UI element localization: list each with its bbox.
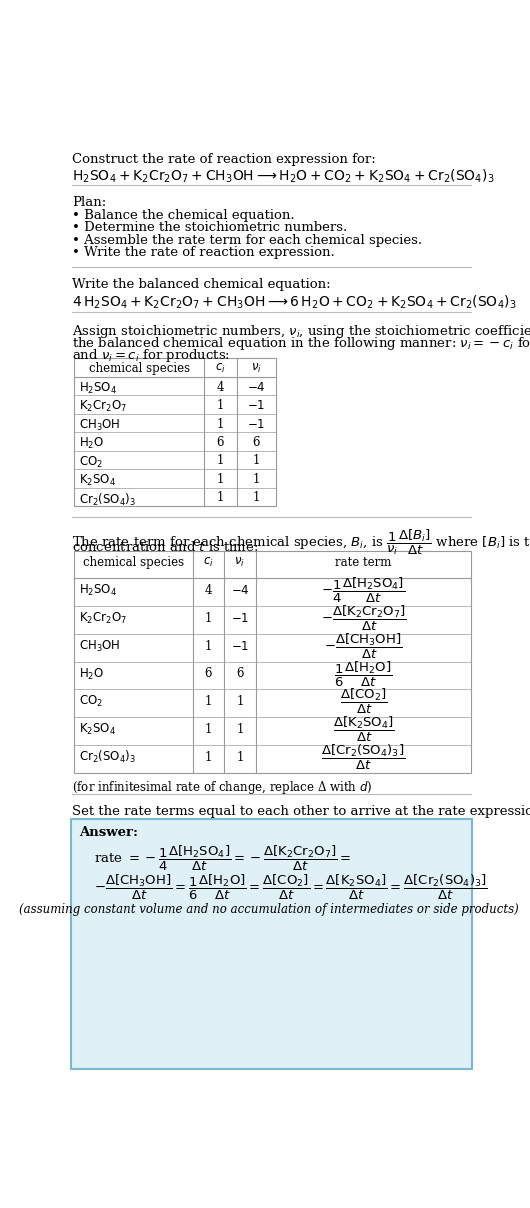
Text: chemical species: chemical species bbox=[89, 362, 190, 376]
Text: $-1$: $-1$ bbox=[247, 418, 265, 430]
Text: 1: 1 bbox=[205, 612, 212, 625]
Text: 1: 1 bbox=[236, 750, 244, 763]
Text: Answer:: Answer: bbox=[78, 826, 138, 840]
Text: • Balance the chemical equation.: • Balance the chemical equation. bbox=[73, 209, 295, 222]
Text: $\mathrm{CO_2}$: $\mathrm{CO_2}$ bbox=[78, 695, 103, 709]
Text: $\mathrm{H_2O}$: $\mathrm{H_2O}$ bbox=[78, 667, 104, 681]
Text: 6: 6 bbox=[205, 668, 212, 680]
Text: $\mathrm{4\,H_2SO_4 + K_2Cr_2O_7 + CH_3OH \longrightarrow 6\,H_2O + CO_2 + K_2SO: $\mathrm{4\,H_2SO_4 + K_2Cr_2O_7 + CH_3O… bbox=[73, 294, 517, 310]
Text: $-\dfrac{1}{4}\dfrac{\Delta[\mathrm{H_2SO_4}]}{\Delta t}$: $-\dfrac{1}{4}\dfrac{\Delta[\mathrm{H_2S… bbox=[321, 576, 405, 605]
Text: $-\dfrac{\Delta[\mathrm{CH_3OH}]}{\Delta t}$: $-\dfrac{\Delta[\mathrm{CH_3OH}]}{\Delta… bbox=[324, 632, 403, 661]
Text: $\mathrm{CH_3OH}$: $\mathrm{CH_3OH}$ bbox=[78, 418, 120, 432]
Text: 6: 6 bbox=[252, 436, 260, 449]
Text: $\dfrac{\Delta[\mathrm{CO_2}]}{\Delta t}$: $\dfrac{\Delta[\mathrm{CO_2}]}{\Delta t}… bbox=[340, 687, 387, 716]
Text: Set the rate terms equal to each other to arrive at the rate expression:: Set the rate terms equal to each other t… bbox=[73, 805, 530, 818]
Text: • Determine the stoichiometric numbers.: • Determine the stoichiometric numbers. bbox=[73, 221, 348, 234]
Text: rate $= -\dfrac{1}{4}\dfrac{\Delta[\mathrm{H_2SO_4}]}{\Delta t} = -\dfrac{\Delta: rate $= -\dfrac{1}{4}\dfrac{\Delta[\math… bbox=[94, 843, 352, 872]
Text: 6: 6 bbox=[217, 436, 224, 449]
Text: $\mathrm{H_2O}$: $\mathrm{H_2O}$ bbox=[78, 436, 104, 451]
Text: $-1$: $-1$ bbox=[231, 640, 249, 652]
Text: 1: 1 bbox=[205, 640, 212, 652]
Text: Construct the rate of reaction expression for:: Construct the rate of reaction expressio… bbox=[73, 152, 376, 165]
Text: $-\dfrac{\Delta[\mathrm{CH_3OH}]}{\Delta t} = \dfrac{1}{6}\dfrac{\Delta[\mathrm{: $-\dfrac{\Delta[\mathrm{CH_3OH}]}{\Delta… bbox=[94, 872, 488, 902]
FancyBboxPatch shape bbox=[71, 819, 472, 1069]
Text: $\mathrm{Cr_2(SO_4)_3}$: $\mathrm{Cr_2(SO_4)_3}$ bbox=[78, 492, 136, 507]
Text: $\mathrm{K_2Cr_2O_7}$: $\mathrm{K_2Cr_2O_7}$ bbox=[78, 611, 127, 626]
Text: 4: 4 bbox=[217, 381, 224, 394]
Text: the balanced chemical equation in the following manner: $\nu_i = -c_i$ for react: the balanced chemical equation in the fo… bbox=[73, 335, 530, 353]
Text: 1: 1 bbox=[205, 750, 212, 763]
Text: 1: 1 bbox=[205, 695, 212, 708]
Text: $-1$: $-1$ bbox=[247, 399, 265, 412]
Text: $c_i$: $c_i$ bbox=[215, 362, 226, 376]
Text: The rate term for each chemical species, $B_i$, is $\dfrac{1}{\nu_i}\dfrac{\Delt: The rate term for each chemical species,… bbox=[73, 528, 530, 557]
Text: 1: 1 bbox=[252, 454, 260, 467]
Text: $-1$: $-1$ bbox=[231, 612, 249, 625]
Text: Plan:: Plan: bbox=[73, 196, 107, 209]
Text: $-4$: $-4$ bbox=[247, 381, 266, 394]
Text: and $\nu_i = c_i$ for products:: and $\nu_i = c_i$ for products: bbox=[73, 348, 231, 365]
Text: (for infinitesimal rate of change, replace Δ with $d$): (for infinitesimal rate of change, repla… bbox=[73, 779, 373, 796]
Text: $\dfrac{\Delta[\mathrm{K_2SO_4}]}{\Delta t}$: $\dfrac{\Delta[\mathrm{K_2SO_4}]}{\Delta… bbox=[333, 715, 394, 744]
Text: 1: 1 bbox=[217, 399, 224, 412]
Text: $\mathrm{H_2SO_4}$: $\mathrm{H_2SO_4}$ bbox=[78, 583, 117, 598]
Text: • Write the rate of reaction expression.: • Write the rate of reaction expression. bbox=[73, 246, 335, 259]
Text: $\mathrm{K_2Cr_2O_7}$: $\mathrm{K_2Cr_2O_7}$ bbox=[78, 399, 127, 414]
Text: (assuming constant volume and no accumulation of intermediates or side products): (assuming constant volume and no accumul… bbox=[20, 904, 519, 917]
Text: 1: 1 bbox=[205, 722, 212, 736]
Text: $\mathrm{H_2SO_4}$: $\mathrm{H_2SO_4}$ bbox=[78, 381, 117, 396]
Text: 1: 1 bbox=[217, 454, 224, 467]
Text: 1: 1 bbox=[217, 418, 224, 430]
Text: 1: 1 bbox=[217, 474, 224, 486]
Text: $\mathrm{CH_3OH}$: $\mathrm{CH_3OH}$ bbox=[78, 639, 120, 654]
Text: $c_i$: $c_i$ bbox=[202, 556, 214, 569]
Text: $\dfrac{1}{6}\dfrac{\Delta[\mathrm{H_2O}]}{\Delta t}$: $\dfrac{1}{6}\dfrac{\Delta[\mathrm{H_2O}… bbox=[334, 660, 393, 689]
Text: $\mathrm{H_2SO_4 + K_2Cr_2O_7 + CH_3OH \longrightarrow H_2O + CO_2 + K_2SO_4 + C: $\mathrm{H_2SO_4 + K_2Cr_2O_7 + CH_3OH \… bbox=[73, 168, 495, 186]
Text: $\nu_i$: $\nu_i$ bbox=[251, 362, 261, 376]
Text: Write the balanced chemical equation:: Write the balanced chemical equation: bbox=[73, 278, 331, 291]
Text: 6: 6 bbox=[236, 668, 244, 680]
Text: concentration and $t$ is time:: concentration and $t$ is time: bbox=[73, 540, 259, 554]
Text: $\mathrm{K_2SO_4}$: $\mathrm{K_2SO_4}$ bbox=[78, 722, 116, 737]
Text: 1: 1 bbox=[236, 695, 244, 708]
Text: $\mathrm{Cr_2(SO_4)_3}$: $\mathrm{Cr_2(SO_4)_3}$ bbox=[78, 749, 136, 765]
Text: $-4$: $-4$ bbox=[231, 585, 249, 597]
Text: • Assemble the rate term for each chemical species.: • Assemble the rate term for each chemic… bbox=[73, 233, 422, 246]
Text: $\mathrm{K_2SO_4}$: $\mathrm{K_2SO_4}$ bbox=[78, 474, 116, 488]
Text: chemical species: chemical species bbox=[83, 556, 184, 569]
Text: $\nu_i$: $\nu_i$ bbox=[234, 556, 245, 569]
Text: 1: 1 bbox=[217, 492, 224, 505]
Text: $\dfrac{\Delta[\mathrm{Cr_2(SO_4)_3}]}{\Delta t}$: $\dfrac{\Delta[\mathrm{Cr_2(SO_4)_3}]}{\… bbox=[321, 743, 405, 772]
Text: $\mathrm{CO_2}$: $\mathrm{CO_2}$ bbox=[78, 454, 103, 470]
Text: 1: 1 bbox=[252, 492, 260, 505]
Text: 4: 4 bbox=[205, 585, 212, 597]
Text: rate term: rate term bbox=[335, 556, 392, 569]
Text: Assign stoichiometric numbers, $\nu_i$, using the stoichiometric coefficients, $: Assign stoichiometric numbers, $\nu_i$, … bbox=[73, 323, 530, 339]
Text: 1: 1 bbox=[236, 722, 244, 736]
Text: $-\dfrac{\Delta[\mathrm{K_2Cr_2O_7}]}{\Delta t}$: $-\dfrac{\Delta[\mathrm{K_2Cr_2O_7}]}{\D… bbox=[321, 604, 406, 633]
Text: 1: 1 bbox=[252, 474, 260, 486]
